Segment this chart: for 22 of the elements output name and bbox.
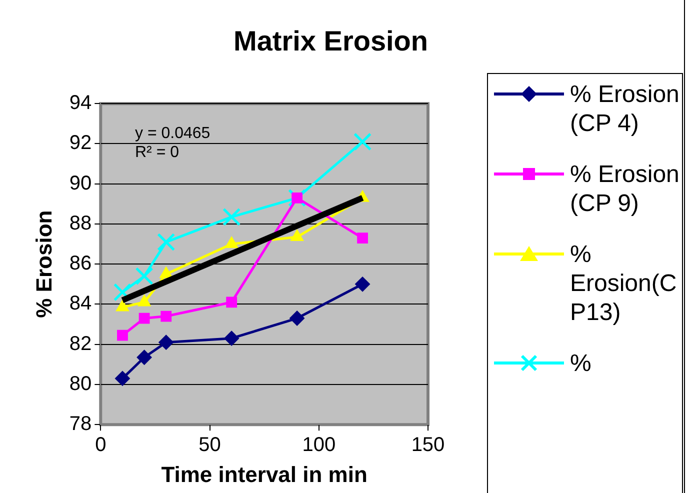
legend-label: % Erosion (CP 9) [570, 160, 680, 218]
y-tick-label: 88 [69, 212, 92, 234]
annotation: y = 0.0465 [135, 124, 210, 143]
y-tick-label: 90 [69, 172, 92, 194]
y-tick-label: 94 [69, 92, 92, 114]
x-tick-label: 0 [95, 434, 106, 456]
annotation: R² = 0 [135, 143, 180, 162]
y-tick-label: 84 [69, 292, 92, 315]
x-tick-label: 50 [198, 434, 221, 456]
y-tick-label: 92 [69, 132, 92, 154]
y-axis-title: % Erosion [31, 210, 56, 318]
legend-label: % Erosion(CP13) [570, 240, 678, 327]
y-tick-label: 82 [69, 332, 92, 355]
chart-title: Matrix Erosion [234, 26, 428, 57]
x-tick-label: 150 [411, 434, 445, 456]
legend-label: % Erosion (CP 4) [570, 80, 680, 138]
x-tick-label: 100 [302, 434, 336, 456]
y-tick-label: 78 [69, 413, 92, 436]
y-tick-label: 80 [69, 372, 92, 395]
x-axis-title: Time interval in min [161, 462, 368, 487]
y-tick-label: 86 [69, 252, 92, 275]
legend-label: % [570, 349, 592, 378]
